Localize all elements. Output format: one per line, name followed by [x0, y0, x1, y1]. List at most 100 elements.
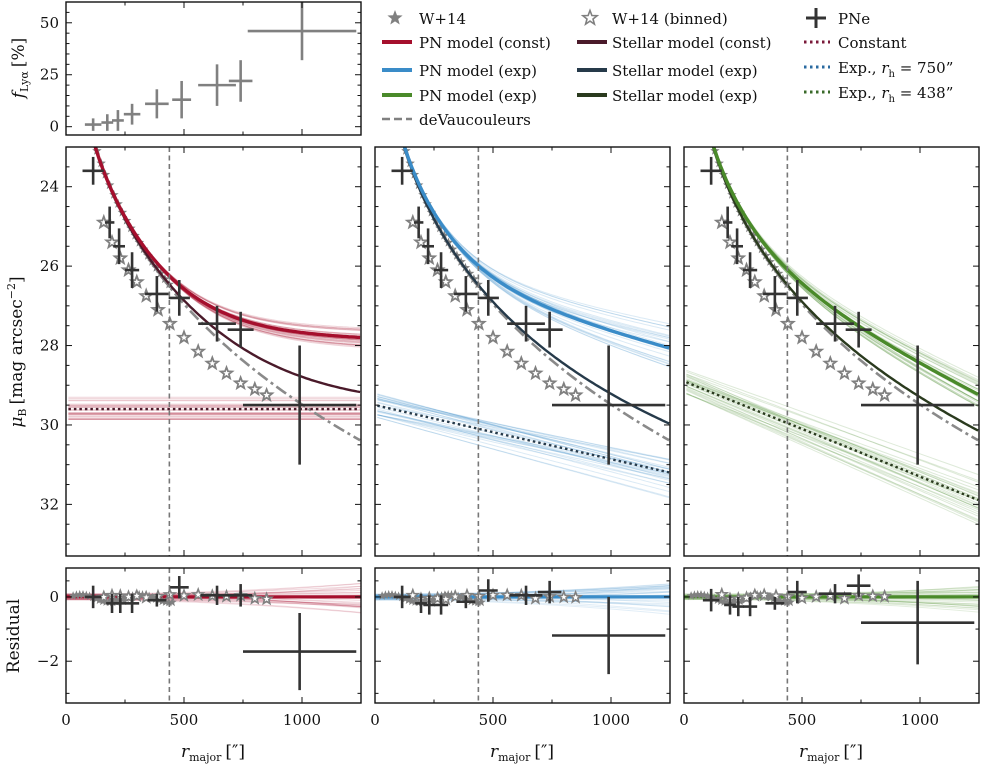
legend-label-pn-exp-green: PN model (exp) [419, 87, 537, 105]
sb-plot-area [377, 132, 670, 556]
bg-sample-line [377, 398, 670, 468]
sb-plot-area [68, 147, 361, 556]
xlabel-0: rmajor [″] [181, 742, 245, 764]
pn-sample-line [94, 147, 361, 336]
bg-sample-line [377, 410, 670, 484]
w14-binned-star [175, 329, 193, 345]
residual-binned-star [447, 588, 463, 603]
y-tick-label: 28 [40, 337, 59, 355]
bg-sample-line [377, 398, 670, 464]
residual-w14-star [476, 597, 486, 607]
pn-model-line [711, 147, 979, 396]
legend-entry-w14: W+14 [387, 10, 466, 28]
bg-sample-line [377, 414, 670, 470]
bg-sample-line [686, 380, 979, 499]
residual-w14-star [400, 594, 410, 603]
pn-sample-line [94, 147, 361, 348]
top-ylabel: fLyα[%] [9, 38, 31, 100]
y-tick-label: 32 [40, 495, 59, 513]
residual-w14-star [765, 592, 775, 602]
bg-sample-line [686, 389, 979, 521]
residual-binned-star [190, 586, 206, 602]
w14-binned-star [836, 364, 853, 381]
x-tick-label: 500 [788, 711, 817, 729]
w14-star [702, 117, 712, 126]
bg-sample-line [377, 410, 670, 477]
residual-w14-star [689, 590, 699, 599]
pn-sample-line [94, 147, 361, 335]
bg-sample-line [377, 408, 670, 488]
pn-sample-line [94, 147, 361, 331]
residual-binned-star [877, 588, 893, 603]
residual-w14-star [71, 590, 81, 599]
legend-entry-stellar-exp-blue: Stellar model (exp) [577, 62, 758, 80]
bg-sample-line [686, 369, 979, 475]
residual-w14-star [420, 596, 430, 606]
w14-binned-star [567, 386, 584, 403]
bg-sample-line [686, 379, 979, 494]
bg-sample-line [686, 381, 979, 501]
w14-binned-star [95, 213, 112, 230]
legend-entry-pn-exp-green: PN model (exp) [382, 87, 537, 105]
sb-exp438-panel [683, 117, 980, 557]
x-tick-label: 1000 [592, 711, 630, 729]
bg-sample-line [686, 393, 979, 511]
pn-sample-line [94, 147, 361, 344]
residual-w14-star [729, 596, 739, 606]
residual-frame [374, 567, 671, 704]
x-tick-label: 0 [61, 711, 71, 729]
legend-label-constant: Constant [838, 34, 907, 52]
w14-star [706, 132, 716, 141]
bg-sample-line [377, 396, 670, 464]
residual-binned-star [138, 589, 154, 604]
bg-sample-line [686, 388, 979, 515]
residual-w14-star [686, 591, 696, 600]
y-tick-label: 0 [49, 118, 59, 136]
residual-exp750-panel: 0 500 1000 [370, 567, 671, 729]
bg-sample-line [686, 390, 979, 523]
legend-entry-stellar-const: Stellar model (const) [577, 34, 771, 52]
w14-binned-star [447, 287, 464, 303]
pn-sample-line [94, 147, 361, 343]
residual-binned-star [247, 590, 263, 605]
residual-w14-star [104, 597, 114, 607]
residual-binned-star [756, 587, 772, 602]
pn-sample-line [94, 147, 361, 336]
legend-label-devauc: deVaucouleurs [419, 111, 531, 129]
xlabel-1: rmajor [″] [490, 742, 554, 764]
main-ylabel: μB[mag arcsec−2] [5, 276, 29, 427]
pn-sample-line [94, 147, 361, 346]
y-tick-label: 50 [40, 14, 59, 32]
bg-sample-line [686, 378, 979, 495]
residual-w14-star [403, 595, 414, 604]
w14-binned-star [555, 380, 572, 397]
w14-binned-star [232, 374, 249, 391]
legend-entry-pne: PNe [806, 8, 870, 28]
pn-sample-line [94, 147, 361, 346]
w14-binned-star [527, 364, 544, 381]
legend-entry-stellar-exp-green: Stellar model (exp) [577, 87, 758, 105]
pn-sample-line [94, 147, 361, 329]
background-dotted-line [377, 404, 670, 474]
residual-binned-star [739, 590, 754, 605]
legend-star-filled-icon [387, 10, 403, 25]
bg-sample-line [377, 417, 670, 498]
bg-sample-line [377, 411, 670, 477]
pn-sample-line [94, 147, 361, 342]
w14-binned-star [246, 380, 263, 397]
w14-binned-star [876, 386, 893, 403]
w14-binned-star [258, 386, 275, 403]
legend-entry-pn-const: PN model (const) [382, 34, 551, 52]
legend-label-exp438: Exp., rh = 438” [838, 84, 953, 105]
legend-entry-exp438: Exp., rh = 438” [804, 84, 953, 105]
pn-sample-line [94, 147, 361, 330]
bg-sample-line [686, 385, 979, 507]
sb-frame [683, 146, 980, 557]
pn-sample-line [94, 147, 361, 335]
w14-star [397, 132, 407, 141]
x-tick-label: 500 [170, 711, 199, 729]
sb-const-panel: 24 26 28 30 32 [40, 146, 362, 557]
pn-sample-line [94, 147, 361, 344]
devaucouleurs-line [93, 147, 361, 442]
residual-w14-star [463, 595, 473, 604]
